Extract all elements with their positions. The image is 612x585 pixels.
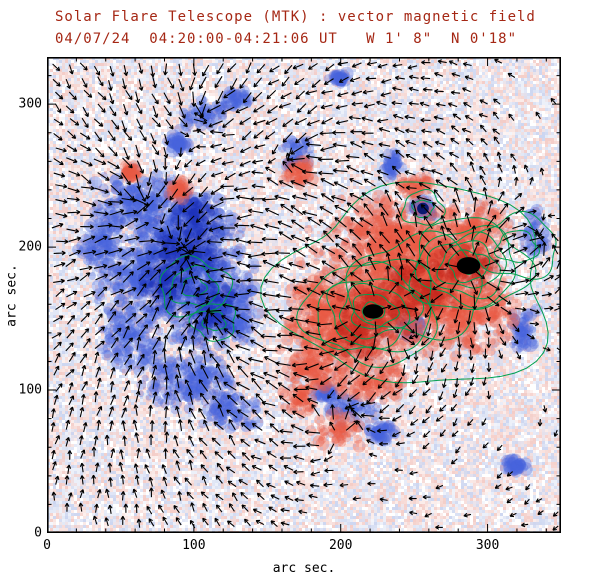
x-tick-label: 0: [43, 538, 51, 553]
y-tick-label: 0: [34, 525, 42, 541]
magnetogram-plot-canvas: [47, 57, 561, 533]
figure-subtitle-date-position: 04/07/24 04:20:00-04:21:06 UT W 1' 8" N …: [55, 31, 518, 47]
figure-title: Solar Flare Telescope (MTK) : vector mag…: [55, 9, 536, 25]
y-tick-label: 300: [18, 96, 42, 112]
y-axis-label: arc sec.: [4, 264, 20, 327]
y-tick-label: 200: [18, 239, 42, 255]
x-tick-label: 100: [182, 538, 206, 553]
x-tick-label: 200: [328, 538, 353, 553]
x-axis-label: arc sec.: [272, 561, 336, 576]
x-tick-label: 300: [475, 538, 500, 553]
y-tick-label: 100: [18, 382, 42, 398]
